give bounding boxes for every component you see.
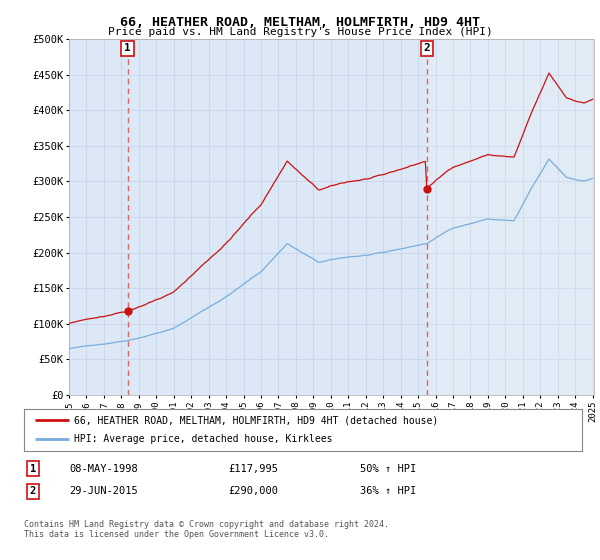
Text: 66, HEATHER ROAD, MELTHAM, HOLMFIRTH, HD9 4HT: 66, HEATHER ROAD, MELTHAM, HOLMFIRTH, HD… bbox=[120, 16, 480, 29]
Text: £290,000: £290,000 bbox=[228, 486, 278, 496]
Text: 50% ↑ HPI: 50% ↑ HPI bbox=[360, 464, 416, 474]
Text: 29-JUN-2015: 29-JUN-2015 bbox=[69, 486, 138, 496]
Text: £117,995: £117,995 bbox=[228, 464, 278, 474]
Text: Price paid vs. HM Land Registry's House Price Index (HPI): Price paid vs. HM Land Registry's House … bbox=[107, 27, 493, 37]
Text: 08-MAY-1998: 08-MAY-1998 bbox=[69, 464, 138, 474]
Text: 36% ↑ HPI: 36% ↑ HPI bbox=[360, 486, 416, 496]
Text: 66, HEATHER ROAD, MELTHAM, HOLMFIRTH, HD9 4HT (detached house): 66, HEATHER ROAD, MELTHAM, HOLMFIRTH, HD… bbox=[74, 415, 439, 425]
Text: 2: 2 bbox=[30, 486, 36, 496]
Text: HPI: Average price, detached house, Kirklees: HPI: Average price, detached house, Kirk… bbox=[74, 435, 333, 445]
Text: 1: 1 bbox=[30, 464, 36, 474]
Text: Contains HM Land Registry data © Crown copyright and database right 2024.
This d: Contains HM Land Registry data © Crown c… bbox=[24, 520, 389, 539]
Bar bbox=[427, 39, 594, 395]
Text: 1: 1 bbox=[124, 44, 131, 53]
Text: 2: 2 bbox=[424, 44, 430, 53]
